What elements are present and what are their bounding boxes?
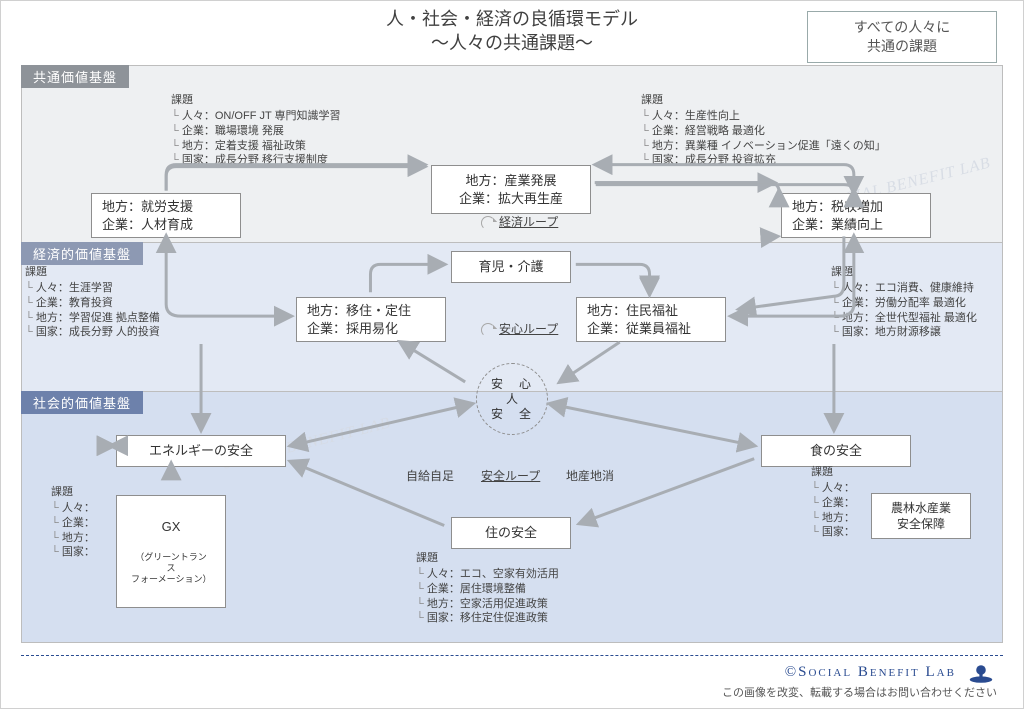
callout-line2: 共通の課題	[816, 37, 988, 56]
issue-housing: 課題 人々：エコ、空家有効活用 企業：居住環境整備 地方：空家活用促進政策 国家…	[416, 551, 559, 626]
anzen-left-label: 自給自足	[406, 467, 454, 484]
brand-text: ©Social Benefit Lab	[785, 664, 956, 680]
node-anshin-right: 地方：住民福祉 企業：従業員福祉	[576, 297, 726, 342]
issue-bot-right: 課題 人々： 企業： 地方： 国家：	[811, 465, 855, 540]
issue-bot-left: 課題 人々： 企業： 地方： 国家：	[51, 485, 95, 560]
loop-anzen: 安全ループ	[481, 467, 540, 484]
panel-common-label: 共通価値基盤	[21, 65, 129, 88]
footer-note: この画像を改変、転載する場合はお問い合わせください	[722, 684, 997, 700]
node-food: 食の安全	[761, 435, 911, 467]
hub-mid: 人	[506, 392, 518, 407]
issue-mid-left: 課題 人々：生涯学習 企業：教育投資 地方：学習促進 拠点整備 国家：成長分野 …	[25, 265, 160, 340]
loop-econ: 経済ループ	[481, 213, 558, 230]
node-econ-left: 地方：就労支援 企業：人材育成	[91, 193, 241, 238]
node-econ-top: 地方：産業発展 企業：拡大再生産	[431, 165, 591, 214]
footer: ©Social Benefit Lab この画像を改変、転載する場合はお問い合わ…	[722, 662, 997, 700]
issue-top-right: 課題 人々：生産性向上 企業：経営戦略 最適化 地方：異業種 イノベーション促進…	[641, 93, 886, 168]
node-gx: GX （グリーントランス フォーメーション）	[116, 495, 226, 608]
panel-econ-label: 経済的価値基盤	[21, 242, 143, 265]
node-care: 育児・介護	[451, 251, 571, 283]
page-frame: 人・社会・経済の良循環モデル 〜人々の共通課題〜 すべての人々に 共通の課題 共…	[0, 0, 1024, 709]
hub-bot: 安 全	[491, 407, 533, 422]
node-anshin-left: 地方：移住・定住 企業：採用易化	[296, 297, 446, 342]
gx-sub: （グリーントランス フォーメーション）	[131, 552, 211, 584]
node-energy: エネルギーの安全	[116, 435, 286, 467]
gx-title: GX	[131, 518, 211, 536]
node-agri: 農林水産業 安全保障	[871, 493, 971, 539]
footer-divider	[21, 655, 1003, 656]
hub-person: 安 心 人 安 全	[476, 363, 548, 435]
loop-anshin: 安心ループ	[481, 320, 558, 337]
anzen-right-label: 地産地消	[566, 467, 614, 484]
issue-mid-right: 課題 人々：エコ消費、健康維持 企業：労働分配率 最適化 地方：全世代型福祉 最…	[831, 265, 977, 340]
diagram-area: 共通価値基盤 経済的価値基盤 社会的価値基盤 SOCIAL BENEFIT LA…	[21, 65, 1003, 660]
panel-social-label: 社会的価値基盤	[21, 391, 143, 414]
node-housing: 住の安全	[451, 517, 571, 549]
top-callout: すべての人々に 共通の課題	[807, 11, 997, 63]
node-econ-right: 地方：税収増加 企業：業績向上	[781, 193, 931, 238]
issue-top-left: 課題 人々：ON/OFF JT 専門知識学習 企業：職場環境 発展 地方：定着支…	[171, 93, 341, 168]
hub-top: 安 心	[491, 377, 533, 392]
callout-line1: すべての人々に	[816, 18, 988, 37]
brand-logo-icon	[965, 662, 997, 684]
